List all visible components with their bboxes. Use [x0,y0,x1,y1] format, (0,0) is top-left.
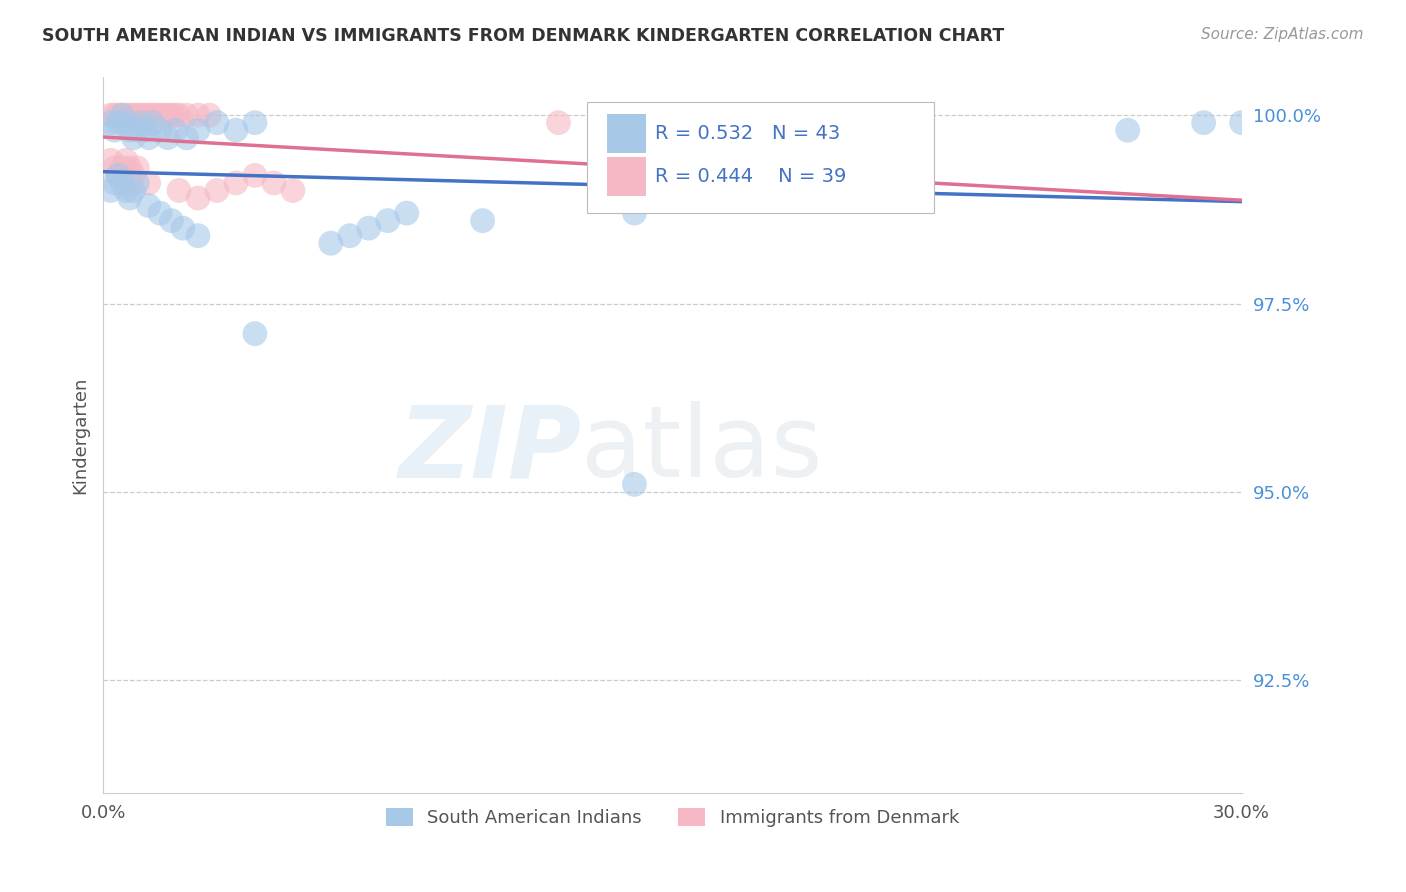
Point [187,191,209,205]
Point [134,123,156,137]
Text: R = 0.444    N = 39: R = 0.444 N = 39 [655,167,846,186]
Point [187,228,209,243]
Text: R = 0.532   N = 43: R = 0.532 N = 43 [655,124,841,143]
Point [471,213,494,227]
Legend: South American Indians, Immigrants from Denmark: South American Indians, Immigrants from … [378,801,966,834]
Text: ZIP: ZIP [398,401,581,499]
Point [281,184,304,198]
Point [172,221,194,235]
Point [243,169,266,183]
FancyBboxPatch shape [607,157,647,195]
Point [100,184,122,198]
Point [127,108,149,122]
Point [176,130,198,145]
Point [122,169,145,183]
Point [107,108,129,122]
Point [156,130,179,145]
Point [145,108,167,122]
Point [263,176,285,190]
Point [111,161,134,175]
Point [118,108,141,122]
Point [138,108,160,122]
Point [100,153,122,168]
Point [243,116,266,130]
Point [395,206,418,220]
Point [160,108,183,122]
Point [623,206,645,220]
Point [160,213,183,227]
FancyBboxPatch shape [586,103,934,213]
Point [243,326,266,341]
Point [377,213,399,227]
Point [176,108,198,122]
Text: atlas: atlas [581,401,823,499]
Point [357,221,380,235]
Point [118,191,141,205]
Point [115,153,138,168]
Point [138,176,160,190]
Point [319,236,342,251]
Point [122,108,145,122]
Point [122,184,145,198]
Point [167,108,190,122]
Point [205,116,228,130]
FancyBboxPatch shape [607,114,647,153]
Point [153,108,176,122]
Point [107,169,129,183]
Point [187,123,209,137]
Point [623,477,645,491]
Point [156,108,179,122]
Point [103,108,125,122]
Point [165,108,187,122]
Point [141,116,163,130]
Point [165,123,187,137]
Point [127,123,149,137]
Point [103,161,125,175]
Y-axis label: Kindergarten: Kindergarten [72,376,89,494]
Point [129,108,152,122]
Point [129,116,152,130]
Point [107,169,129,183]
Point [547,116,569,130]
Point [225,123,247,137]
Point [115,116,138,130]
Point [167,184,190,198]
Point [122,130,145,145]
Point [115,184,138,198]
Point [127,161,149,175]
Point [138,130,160,145]
Point [187,108,209,122]
Point [339,228,361,243]
Point [205,184,228,198]
Point [225,176,247,190]
Point [103,123,125,137]
Point [111,108,134,122]
Point [127,176,149,190]
Point [118,161,141,175]
Text: SOUTH AMERICAN INDIAN VS IMMIGRANTS FROM DENMARK KINDERGARTEN CORRELATION CHART: SOUTH AMERICAN INDIAN VS IMMIGRANTS FROM… [42,27,1004,45]
Point [111,176,134,190]
Point [149,108,172,122]
Point [1116,123,1139,137]
Point [134,108,156,122]
Point [118,123,141,137]
Text: Source: ZipAtlas.com: Source: ZipAtlas.com [1201,27,1364,42]
Point [198,108,221,122]
Point [149,123,172,137]
Point [111,108,134,122]
Point [100,116,122,130]
Point [115,108,138,122]
Point [138,198,160,212]
Point [141,108,163,122]
Point [107,116,129,130]
Point [1230,116,1253,130]
Point [149,206,172,220]
Point [100,108,122,122]
Point [1192,116,1215,130]
Point [103,176,125,190]
